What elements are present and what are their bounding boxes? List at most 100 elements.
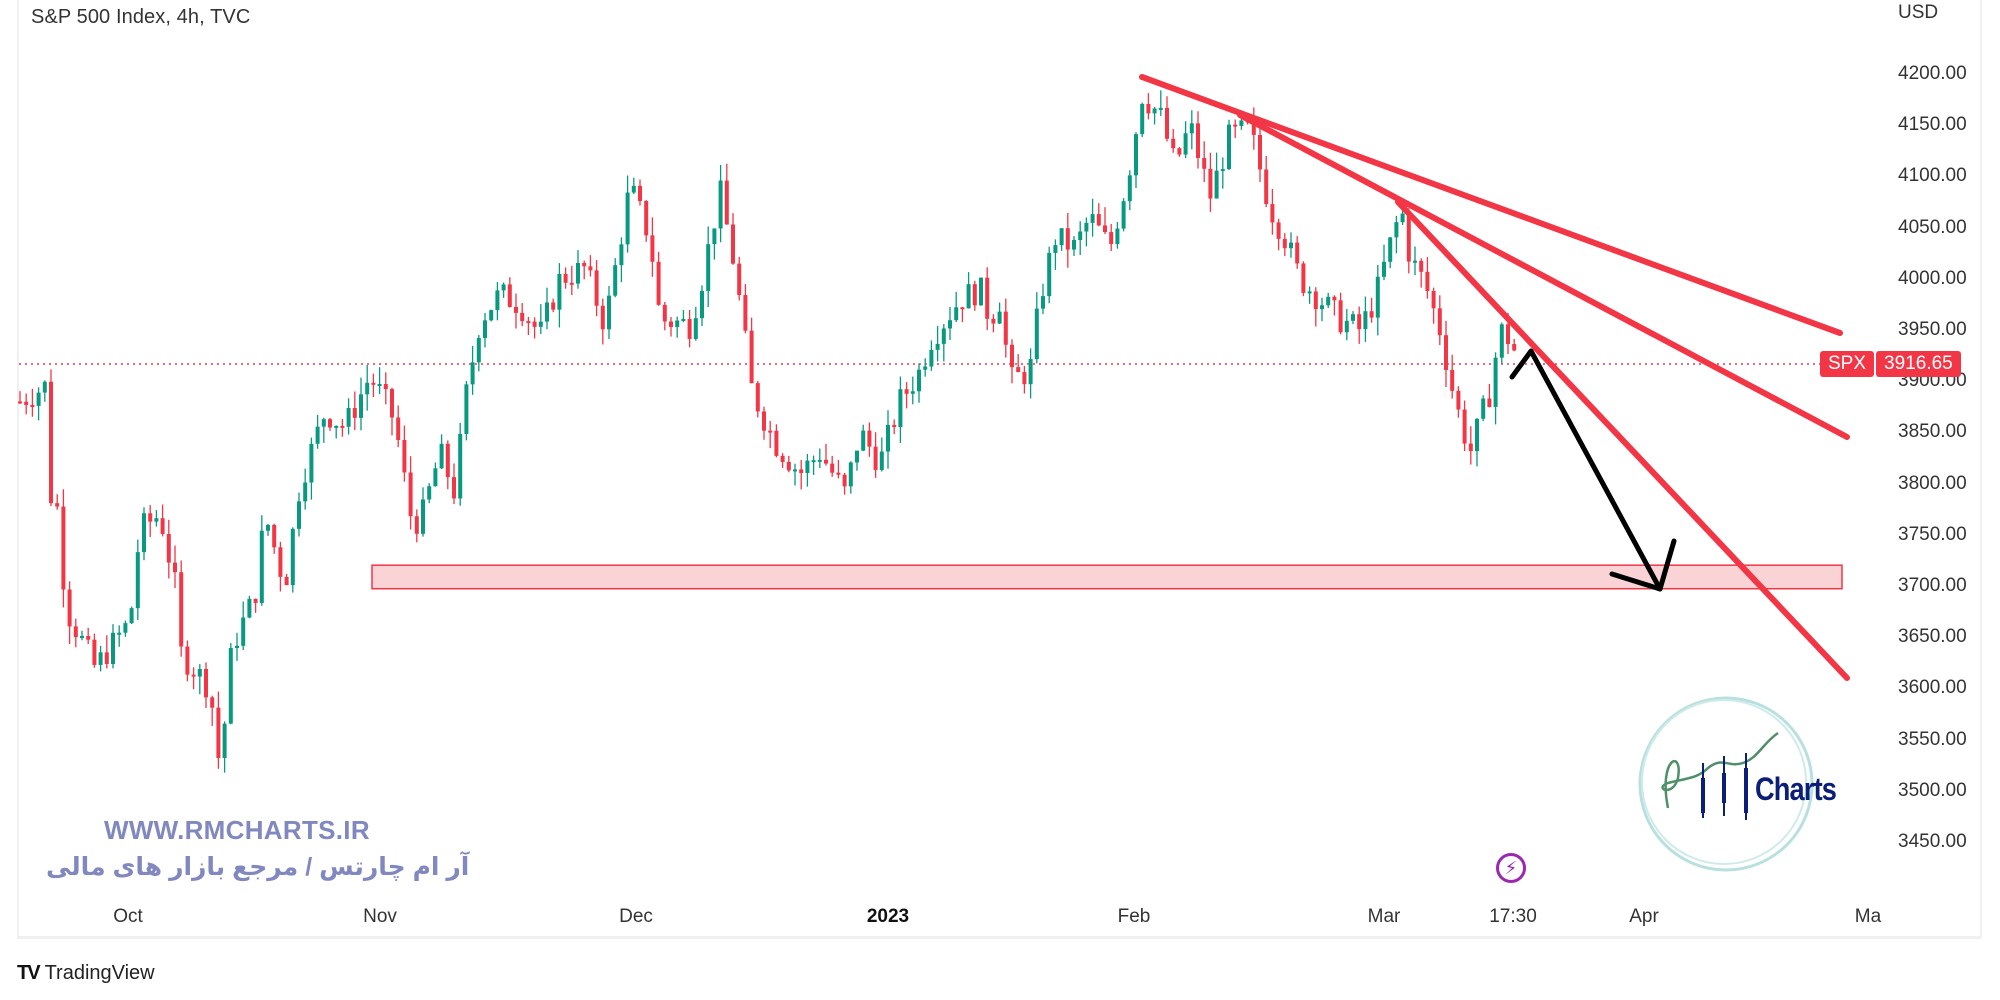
candle-body xyxy=(786,461,791,471)
candle-body xyxy=(92,639,97,665)
price-tick: 4150.00 xyxy=(1898,114,1967,135)
candle-body xyxy=(718,180,723,229)
price-tick: 3500.00 xyxy=(1898,780,1967,801)
candle-body xyxy=(483,320,487,339)
candle-body xyxy=(1220,169,1225,172)
candle-body xyxy=(576,262,580,284)
candle-body xyxy=(1462,409,1467,444)
support-zone[interactable] xyxy=(371,564,1843,590)
logo-text: Charts xyxy=(1755,771,1837,807)
candle-body xyxy=(1034,308,1039,360)
candle-body xyxy=(507,284,512,307)
candle-body xyxy=(650,235,655,262)
candle-body xyxy=(1233,124,1238,127)
candle-body xyxy=(452,477,456,499)
candle-body xyxy=(228,647,233,724)
trendline[interactable] xyxy=(1395,199,1850,681)
time-tick: Mar xyxy=(1367,906,1401,927)
candle-body xyxy=(86,635,91,640)
candle-body xyxy=(266,524,270,531)
price-tick: 3650.00 xyxy=(1898,626,1967,647)
candlestick-series xyxy=(18,90,1517,773)
time-tick: Feb xyxy=(1117,906,1151,927)
candle-body xyxy=(1394,222,1399,238)
candle-body xyxy=(340,425,345,428)
candle-body xyxy=(421,499,425,534)
candle-body xyxy=(867,430,872,447)
candle-body xyxy=(582,262,587,267)
candle-body xyxy=(1326,296,1331,306)
candle-body xyxy=(154,518,159,522)
projection-arrow[interactable] xyxy=(1509,348,1677,592)
candle-body xyxy=(123,623,128,633)
candle-body xyxy=(1177,148,1182,155)
candle-body xyxy=(985,277,990,319)
price-tick: 3750.00 xyxy=(1898,524,1967,545)
candle-body xyxy=(1109,232,1114,245)
candle-body xyxy=(346,408,351,427)
lightning-icon[interactable]: ⚡ xyxy=(1496,853,1526,883)
candle-body xyxy=(1022,372,1027,385)
trendline[interactable] xyxy=(1237,112,1850,440)
candle-body xyxy=(1041,296,1045,309)
candle-body xyxy=(935,343,940,350)
candle-body xyxy=(371,382,376,385)
candle-body xyxy=(1512,344,1517,351)
candle-body xyxy=(892,424,897,428)
trendline[interactable] xyxy=(1139,74,1843,336)
candle-body xyxy=(160,518,165,534)
candle-body xyxy=(321,419,326,427)
candle-body xyxy=(1065,228,1070,250)
candle-body xyxy=(1413,260,1417,263)
arrow-path[interactable] xyxy=(1509,348,1663,592)
candle-body xyxy=(104,652,109,665)
candle-body xyxy=(222,723,227,758)
tradingview-brand: TradingView xyxy=(44,962,155,984)
candle-body xyxy=(1096,214,1101,226)
candle-body xyxy=(948,320,952,329)
symbol-label: SPX xyxy=(1820,351,1875,377)
candle-body xyxy=(414,516,419,534)
price-tick: 3550.00 xyxy=(1898,729,1967,750)
candle-body xyxy=(408,472,413,517)
candle-body xyxy=(185,646,190,675)
candle-body xyxy=(1053,245,1058,253)
candle-body xyxy=(1152,108,1157,114)
candle-body xyxy=(1047,252,1052,297)
candle-body xyxy=(135,552,140,609)
candle-body xyxy=(1301,263,1306,293)
candle-body xyxy=(67,589,72,627)
price-tick: 3700.00 xyxy=(1898,575,1967,596)
candle-body xyxy=(1499,324,1504,358)
time-tick: Dec xyxy=(619,906,653,927)
candle-body xyxy=(588,266,593,271)
candle-body xyxy=(625,192,630,245)
candle-body xyxy=(1121,201,1126,229)
candle-body xyxy=(290,528,295,586)
tradingview-logo[interactable]: TV TradingView xyxy=(17,962,155,985)
candle-body xyxy=(1289,242,1293,249)
candle-body xyxy=(439,443,444,469)
candle-body xyxy=(848,462,853,487)
candle-body xyxy=(303,482,308,502)
candle-body xyxy=(1227,124,1231,170)
candle-body xyxy=(706,244,711,291)
trendlines[interactable] xyxy=(1139,74,1850,681)
price-tick: 4050.00 xyxy=(1898,217,1967,238)
time-tick: Ma xyxy=(1854,906,1882,927)
candle-body xyxy=(1103,225,1107,233)
candle-body xyxy=(129,608,134,624)
candle-body xyxy=(1375,276,1380,318)
candle-body xyxy=(18,401,22,404)
candle-body xyxy=(1450,369,1455,391)
candle-body xyxy=(997,311,1002,324)
candle-body xyxy=(656,261,661,305)
candle-body xyxy=(941,328,946,344)
candle-body xyxy=(712,228,717,245)
candle-body xyxy=(749,330,754,384)
candle-body xyxy=(954,307,959,321)
candle-body xyxy=(873,446,878,470)
candle-body xyxy=(960,307,965,310)
candle-body xyxy=(1264,169,1269,205)
